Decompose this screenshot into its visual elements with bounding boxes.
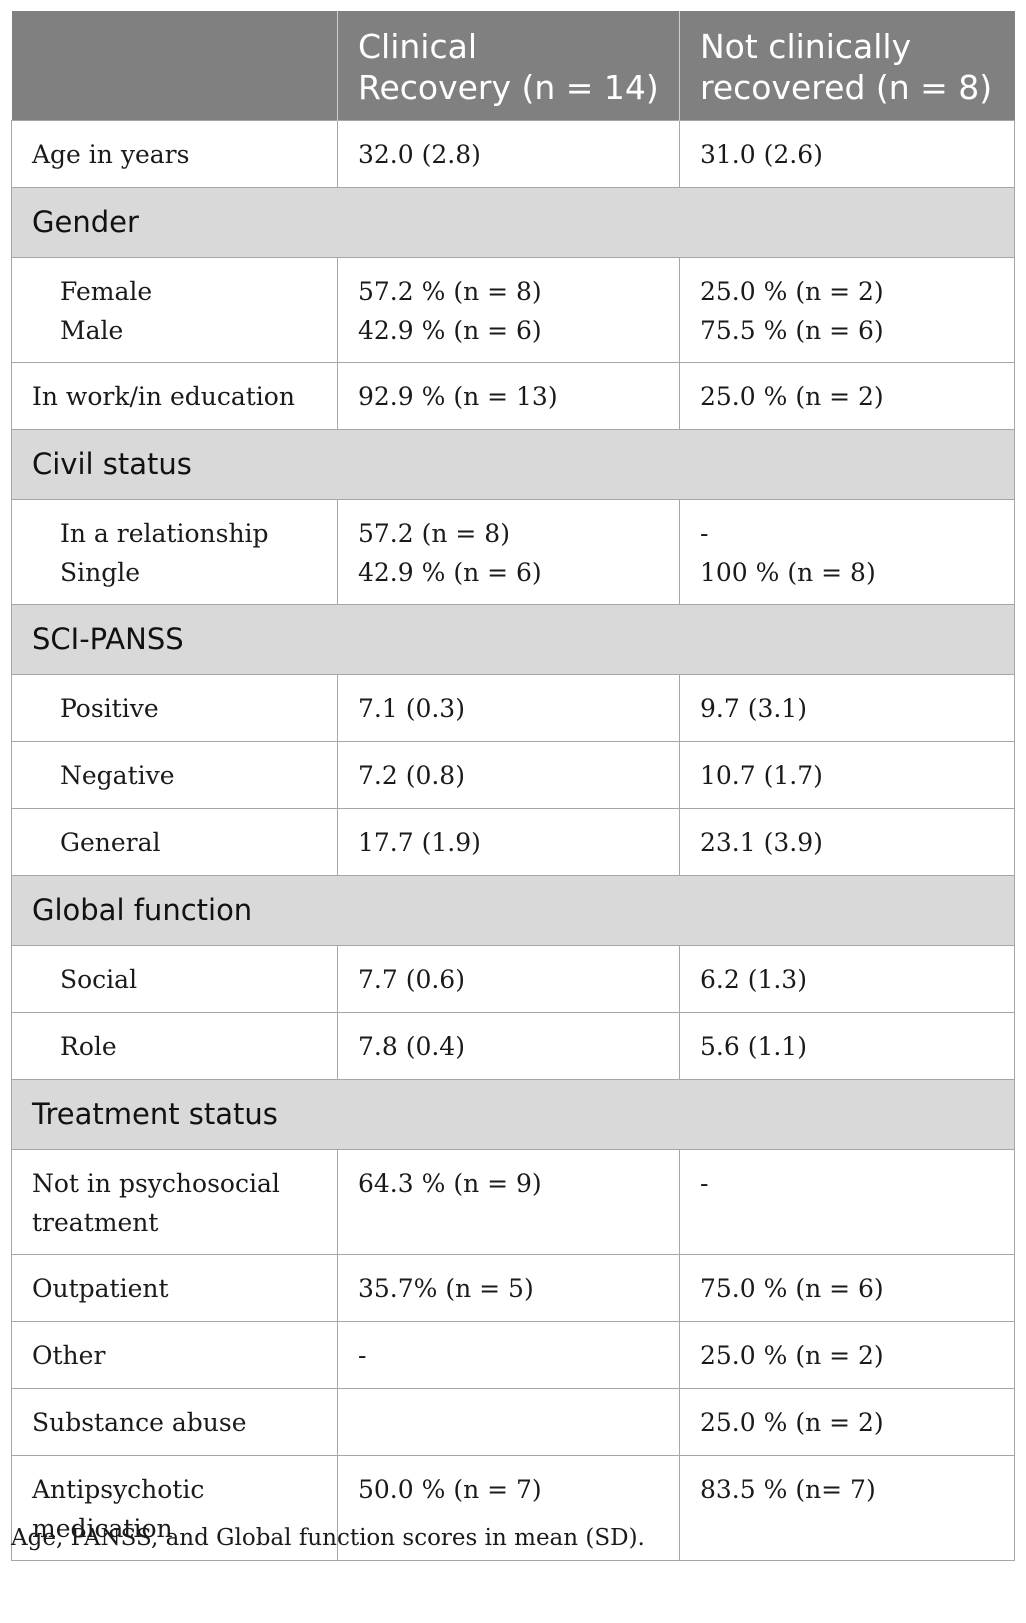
not-psychosocial-line2: treatment: [32, 1208, 159, 1237]
clinical-value: [337, 1388, 680, 1456]
row-label: Other: [11, 1321, 338, 1389]
row-label: Social: [11, 945, 338, 1013]
section-row-civil: Civil status: [11, 429, 1015, 500]
section-heading: Gender: [11, 187, 1015, 258]
table-row-positive: Positive 7.1 (0.3) 9.7 (3.1): [11, 674, 1015, 742]
table-row-antipsychotic: Antipsychotic medication 50.0 % (n = 7) …: [11, 1455, 1015, 1561]
row-label: Female Male: [11, 257, 338, 363]
not-recovered-value: -: [679, 1149, 1015, 1255]
clinical-value: 7.1 (0.3): [337, 674, 680, 742]
clinical-value: 64.3 % (n = 9): [337, 1149, 680, 1255]
not-recovered-value: 23.1 (3.9): [679, 808, 1015, 876]
relationship-not: -: [700, 519, 709, 548]
female-clinical: 57.2 % (n = 8): [358, 277, 542, 306]
row-label: Positive: [11, 674, 338, 742]
section-heading: SCI-PANSS: [11, 604, 1015, 675]
row-label: Antipsychotic medication: [11, 1455, 338, 1561]
header-not-line1: Not clinically: [700, 27, 912, 66]
table-row-other: Other - 25.0 % (n = 2): [11, 1321, 1015, 1389]
row-label: General: [11, 808, 338, 876]
row-label: Role: [11, 1012, 338, 1080]
section-heading: Civil status: [11, 429, 1015, 500]
table-header-row: Clinical Recovery (n = 14) Not clinicall…: [11, 11, 1015, 121]
not-recovered-value: 5.6 (1.1): [679, 1012, 1015, 1080]
clinical-value: 7.7 (0.6): [337, 945, 680, 1013]
clinical-value: 50.0 % (n = 7): [337, 1455, 680, 1561]
header-not-line2: recovered (n = 8): [700, 68, 993, 107]
clinical-value: 57.2 % (n = 8) 42.9 % (n = 6): [337, 257, 680, 363]
table-row-age: Age in years 32.0 (2.8) 31.0 (2.6): [11, 120, 1015, 188]
section-row-global: Global function: [11, 875, 1015, 946]
table-row-not-psychosocial: Not in psychosocial treatment 64.3 % (n …: [11, 1149, 1015, 1255]
table-row-substance: Substance abuse 25.0 % (n = 2): [11, 1388, 1015, 1456]
row-label: In a relationship Single: [11, 499, 338, 605]
relationship-label: In a relationship: [60, 519, 269, 548]
clinical-value: 35.7% (n = 5): [337, 1254, 680, 1322]
single-label: Single: [60, 558, 141, 587]
not-recovered-value: 31.0 (2.6): [679, 120, 1015, 188]
not-recovered-value: 25.0 % (n = 2) 75.5 % (n = 6): [679, 257, 1015, 363]
header-clinical-line1: Clinical: [358, 27, 477, 66]
header-clinical-line2: Recovery (n = 14): [358, 68, 659, 107]
clinical-value: 7.8 (0.4): [337, 1012, 680, 1080]
single-clinical: 42.9 % (n = 6): [358, 558, 542, 587]
not-psychosocial-line1: Not in psychosocial: [32, 1169, 280, 1198]
table-row-gender: Female Male 57.2 % (n = 8) 42.9 % (n = 6…: [11, 257, 1015, 363]
table-row-role: Role 7.8 (0.4) 5.6 (1.1): [11, 1012, 1015, 1080]
row-label: Not in psychosocial treatment: [11, 1149, 338, 1255]
section-row-treatment: Treatment status: [11, 1079, 1015, 1150]
clinical-value: 32.0 (2.8): [337, 120, 680, 188]
table-row-general: General 17.7 (1.9) 23.1 (3.9): [11, 808, 1015, 876]
header-not-recovered: Not clinically recovered (n = 8): [679, 11, 1015, 121]
male-not: 75.5 % (n = 6): [700, 316, 884, 345]
not-recovered-value: 25.0 % (n = 2): [679, 1321, 1015, 1389]
not-recovered-value: 75.0 % (n = 6): [679, 1254, 1015, 1322]
not-recovered-value: 6.2 (1.3): [679, 945, 1015, 1013]
table-row-negative: Negative 7.2 (0.8) 10.7 (1.7): [11, 741, 1015, 809]
row-label: Outpatient: [11, 1254, 338, 1322]
table-row-social: Social 7.7 (0.6) 6.2 (1.3): [11, 945, 1015, 1013]
female-not: 25.0 % (n = 2): [700, 277, 884, 306]
section-row-panss: SCI-PANSS: [11, 604, 1015, 675]
male-label: Male: [60, 316, 124, 345]
male-clinical: 42.9 % (n = 6): [358, 316, 542, 345]
not-recovered-value: - 100 % (n = 8): [679, 499, 1015, 605]
row-label: In work/in education: [11, 362, 338, 430]
row-label: Substance abuse: [11, 1388, 338, 1456]
not-recovered-value: 10.7 (1.7): [679, 741, 1015, 809]
row-label: Age in years: [11, 120, 338, 188]
clinical-value: 7.2 (0.8): [337, 741, 680, 809]
table-row-work: In work/in education 92.9 % (n = 13) 25.…: [11, 362, 1015, 430]
not-recovered-value: 25.0 % (n = 2): [679, 1388, 1015, 1456]
clinical-value: 92.9 % (n = 13): [337, 362, 680, 430]
single-not: 100 % (n = 8): [700, 558, 876, 587]
table-row-outpatient: Outpatient 35.7% (n = 5) 75.0 % (n = 6): [11, 1254, 1015, 1322]
clinical-value: 57.2 (n = 8) 42.9 % (n = 6): [337, 499, 680, 605]
section-heading: Treatment status: [11, 1079, 1015, 1150]
clinical-value: -: [337, 1321, 680, 1389]
not-recovered-value: 25.0 % (n = 2): [679, 362, 1015, 430]
clinical-value: 17.7 (1.9): [337, 808, 680, 876]
row-label: Negative: [11, 741, 338, 809]
female-label: Female: [60, 277, 153, 306]
relationship-clinical: 57.2 (n = 8): [358, 519, 510, 548]
not-recovered-value: 9.7 (3.1): [679, 674, 1015, 742]
table-footnote: Age, PANSS, and Global function scores i…: [11, 1525, 645, 1551]
demographics-table: Clinical Recovery (n = 14) Not clinicall…: [11, 11, 1015, 1561]
header-empty-cell: [11, 11, 338, 121]
header-clinical-recovery: Clinical Recovery (n = 14): [337, 11, 680, 121]
table-row-civil: In a relationship Single 57.2 (n = 8) 42…: [11, 499, 1015, 605]
section-heading: Global function: [11, 875, 1015, 946]
section-row-gender: Gender: [11, 187, 1015, 258]
not-recovered-value: 83.5 % (n= 7): [679, 1455, 1015, 1561]
